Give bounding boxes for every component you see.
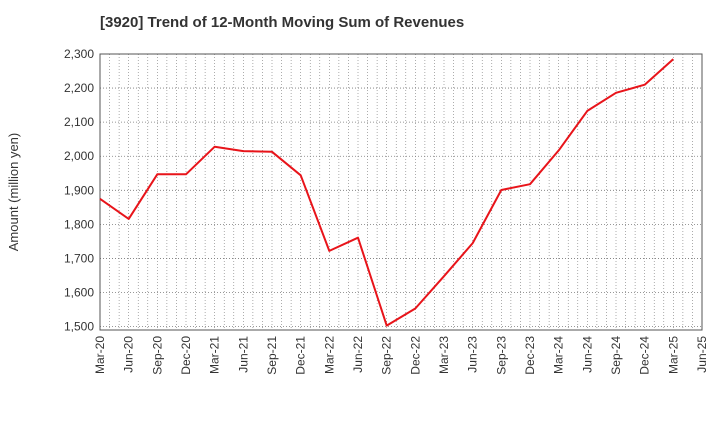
y-axis-ticks: 1,500 1,600 1,700 1,800 1,900 2,000 2,100 2,200… xyxy=(64,47,94,334)
x-tick-label: Sep-22 xyxy=(380,336,394,375)
x-tick-label: Sep-20 xyxy=(150,336,164,375)
x-tick-label: Dec-23 xyxy=(523,336,537,375)
x-tick-label: Jun-23 xyxy=(466,336,480,373)
y-tick-label: 1,700 xyxy=(64,251,94,265)
x-tick-label: Mar-24 xyxy=(552,336,566,374)
x-tick-label: Dec-21 xyxy=(294,336,308,375)
x-tick-label: Sep-21 xyxy=(265,336,279,375)
y-axis-label: Amount (million yen) xyxy=(6,133,21,252)
x-tick-label: Mar-25 xyxy=(666,336,680,374)
x-tick-label: Dec-20 xyxy=(179,336,193,375)
x-tick-label: Jun-20 xyxy=(122,336,136,373)
y-tick-label: 1,600 xyxy=(64,286,94,300)
y-tick-label: 1,800 xyxy=(64,217,94,231)
y-tick-label: 2,100 xyxy=(64,115,94,129)
plot-area-border xyxy=(99,53,703,331)
x-tick-label: Sep-24 xyxy=(609,336,623,375)
y-tick-label: 1,900 xyxy=(64,183,94,197)
x-tick-label: Jun-21 xyxy=(236,336,250,373)
series-line xyxy=(99,58,674,327)
x-tick-label: Sep-23 xyxy=(494,336,508,375)
grid-lines xyxy=(99,53,703,330)
chart-title: [3920] Trend of 12-Month Moving Sum of R… xyxy=(100,14,465,31)
y-tick-label: 1,500 xyxy=(64,320,94,334)
y-tick-label: 2,200 xyxy=(64,81,94,95)
y-tick-label: 2,300 xyxy=(64,47,94,61)
x-tick-label: Mar-20 xyxy=(93,336,107,374)
x-tick-label: Jun-25 xyxy=(695,336,709,373)
x-tick-label: Jun-22 xyxy=(351,336,365,373)
x-tick-label: Mar-21 xyxy=(208,336,222,374)
x-axis-ticks: Mar-20 Jun-20 Sep-20 Dec-20 Mar-21 Jun-21 Sep-… xyxy=(93,336,709,375)
y-tick-label: 2,000 xyxy=(64,149,94,163)
x-tick-label: Dec-22 xyxy=(408,336,422,375)
x-tick-label: Mar-23 xyxy=(437,336,451,374)
x-tick-label: Mar-22 xyxy=(322,336,336,374)
x-tick-label: Jun-24 xyxy=(580,336,594,373)
x-tick-label: Dec-24 xyxy=(638,336,652,375)
